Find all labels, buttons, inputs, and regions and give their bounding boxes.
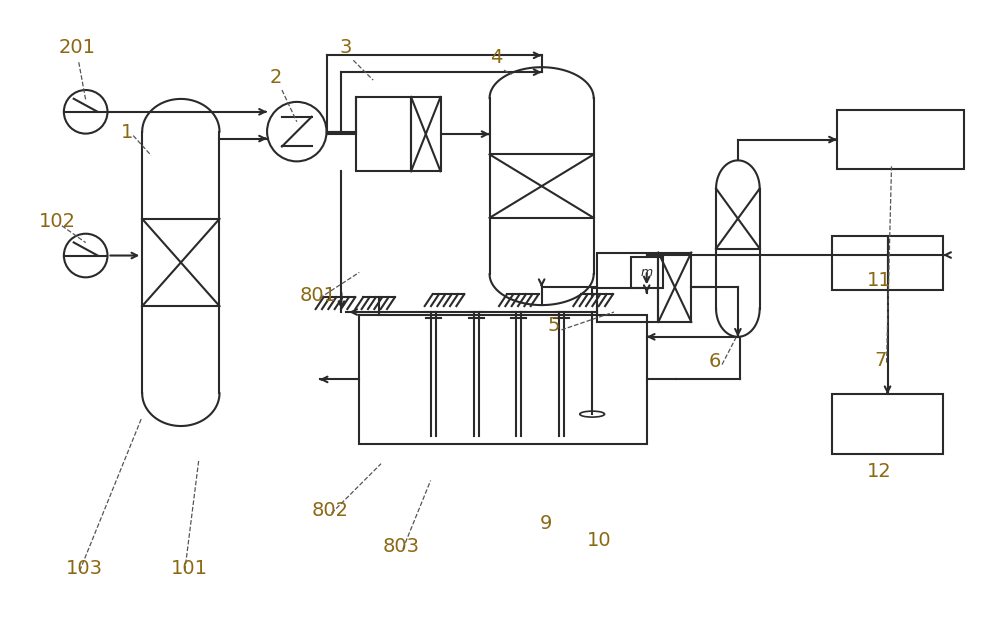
Text: 103: 103 (66, 559, 103, 578)
Text: 802: 802 (312, 501, 349, 520)
Text: 2: 2 (270, 68, 282, 87)
Bar (359, 315, 647, 444)
Bar (888, 236, 943, 290)
Text: m: m (641, 266, 653, 279)
Text: 6: 6 (708, 353, 721, 372)
Text: 801: 801 (300, 286, 337, 305)
Bar (832, 236, 888, 290)
Text: 3: 3 (339, 38, 352, 57)
Bar (837, 110, 964, 169)
Text: 12: 12 (867, 462, 891, 481)
Text: 10: 10 (587, 531, 612, 550)
Text: 101: 101 (171, 559, 208, 578)
Text: 9: 9 (540, 514, 552, 533)
Bar (597, 253, 658, 322)
Text: 201: 201 (59, 38, 96, 57)
Bar (411, 97, 441, 171)
Bar (631, 256, 663, 289)
Text: 102: 102 (39, 212, 76, 231)
Text: 5: 5 (548, 316, 560, 335)
Text: 11: 11 (867, 272, 891, 290)
Bar (832, 394, 943, 454)
Bar (658, 253, 691, 322)
Text: 1: 1 (121, 123, 134, 142)
Bar (356, 97, 411, 171)
Text: 7: 7 (875, 350, 887, 370)
Text: 4: 4 (490, 49, 502, 67)
Text: 803: 803 (383, 537, 420, 556)
